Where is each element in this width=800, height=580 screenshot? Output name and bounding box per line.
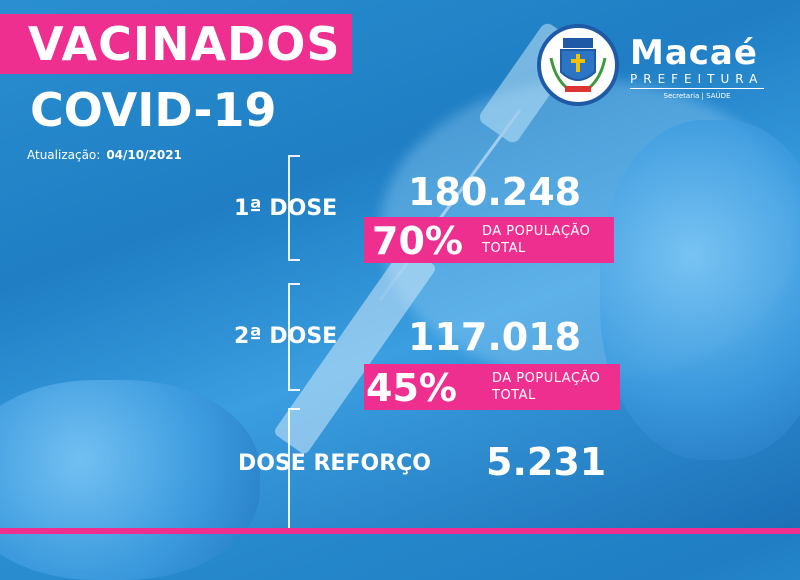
dose-2-percent: 45% <box>366 366 457 410</box>
dose-1-population: DA POPULAÇÃO TOTAL <box>482 223 590 257</box>
logo-subtitle: PREFEITURA <box>630 72 764 86</box>
gloved-hand-right <box>600 120 800 460</box>
dose-reforco-label: DOSE REFORÇO <box>238 451 431 476</box>
logo-divider <box>630 88 764 89</box>
dose-reforco-count: 5.231 <box>486 440 607 484</box>
logo-text: Macaé PREFEITURA Secretaria | SAÚDE <box>630 36 764 100</box>
update-date: 04/10/2021 <box>106 148 182 162</box>
dose-1-pop-line1: DA POPULAÇÃO <box>482 224 591 239</box>
dose-1-pop-line2: TOTAL <box>482 241 526 256</box>
bracket-dose-1 <box>288 155 300 261</box>
title-vacinados: VACINADOS <box>0 14 352 74</box>
title-covid: COVID-19 <box>30 83 277 137</box>
bracket-dose-2 <box>288 283 300 391</box>
dose-2-percent-box: 45% DA POPULAÇÃO TOTAL <box>364 364 620 410</box>
dose-2-label: 2ª DOSE <box>234 324 338 349</box>
bottom-accent-bar <box>0 528 800 534</box>
logo-department: Secretaria | SAÚDE <box>663 92 731 100</box>
update-info: Atualização: 04/10/2021 <box>27 148 182 162</box>
dose-2-pop-line2: TOTAL <box>492 388 536 403</box>
dose-2-pop-line1: DA POPULAÇÃO <box>492 371 601 386</box>
logo-name: Macaé <box>630 33 758 73</box>
dose-2-count: 117.018 <box>408 315 582 359</box>
dose-2-population: DA POPULAÇÃO TOTAL <box>492 370 600 404</box>
dose-1-percent-box: 70% DA POPULAÇÃO TOTAL <box>364 217 614 263</box>
dose-1-label: 1ª DOSE <box>234 196 338 221</box>
update-label: Atualização: <box>27 148 101 162</box>
dose-1-count: 180.248 <box>408 170 582 214</box>
city-crest-icon <box>537 24 619 106</box>
dose-1-percent: 70% <box>372 219 463 263</box>
